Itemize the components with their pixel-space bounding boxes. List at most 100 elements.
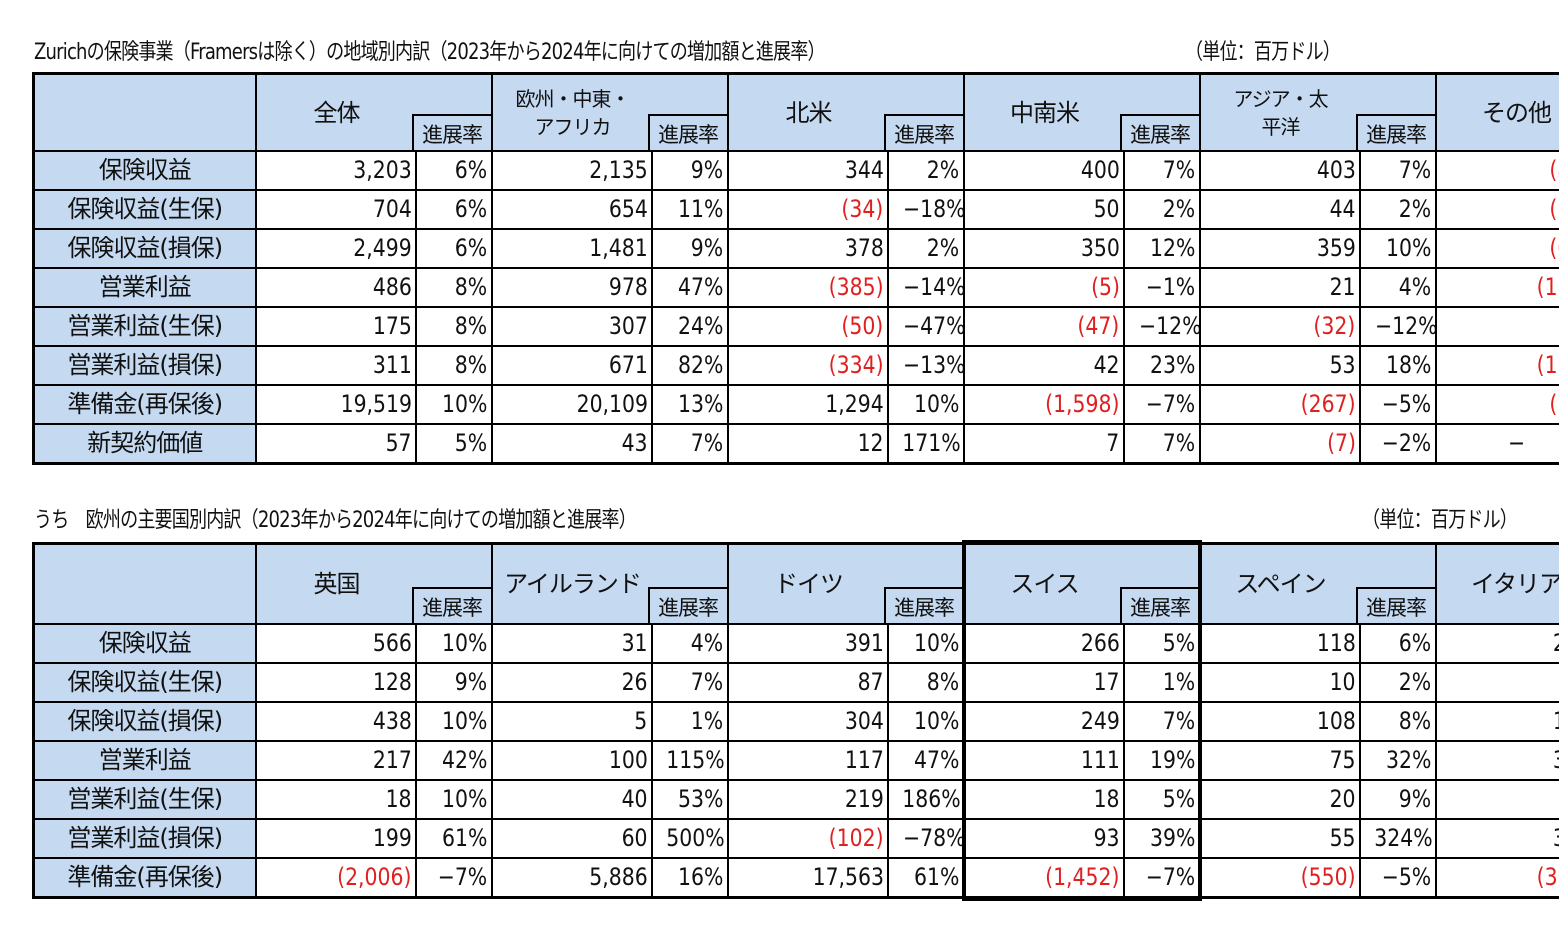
- value-cell: (330): [1434, 857, 1559, 899]
- value-cell: 1,481: [490, 228, 653, 269]
- rate-subheader: 進展率: [883, 114, 962, 150]
- value-cell: 7: [962, 423, 1125, 465]
- value-cell: 704: [254, 189, 417, 230]
- column-header-label: 中南米: [1010, 98, 1080, 127]
- value-cell: 3,203: [254, 150, 417, 191]
- value-cell: 403: [1198, 150, 1361, 191]
- rate-subheader: 進展率: [411, 587, 490, 623]
- rate-cell: 7%: [1122, 701, 1201, 742]
- rate-cell: −12%: [1122, 306, 1201, 347]
- value-cell: 438: [254, 701, 417, 742]
- rate-cell: 6%: [1358, 623, 1437, 664]
- row-label: 準備金(再保後): [32, 857, 257, 899]
- column-header: 北米進展率: [726, 72, 965, 152]
- value-cell: 31: [490, 623, 653, 664]
- rate-subheader: 進展率: [1119, 587, 1198, 623]
- value-cell: 304: [726, 701, 889, 742]
- table1-title: Zurichの保険事業（Framersは除く）の地域別内訳（2023年から202…: [34, 40, 826, 65]
- value-cell: 111: [962, 740, 1125, 781]
- rate-cell: −78%: [886, 818, 965, 859]
- value-cell: 87: [726, 662, 889, 703]
- rate-subheader: 進展率: [647, 587, 726, 623]
- row-label: 新契約価値: [32, 423, 257, 465]
- rate-cell: 47%: [886, 740, 965, 781]
- value-cell: 266: [962, 623, 1125, 664]
- value-cell: 57: [254, 423, 417, 465]
- value-cell: 20,109: [490, 384, 653, 425]
- rate-cell: 10%: [414, 384, 493, 425]
- rate-cell: 61%: [886, 857, 965, 899]
- column-header: その他進展率: [1434, 72, 1559, 152]
- rate-cell: 10%: [886, 623, 965, 664]
- rate-cell: 7%: [1122, 423, 1201, 465]
- rate-cell: −7%: [1122, 384, 1201, 425]
- header-corner: [32, 72, 257, 152]
- value-cell: (122): [1434, 267, 1559, 308]
- value-cell: 486: [254, 267, 417, 308]
- value-cell: 654: [490, 189, 653, 230]
- rate-cell: 9%: [650, 150, 729, 191]
- value-cell: 26: [490, 662, 653, 703]
- rate-cell: −18%: [886, 189, 965, 230]
- row-label: 営業利益(損保): [32, 818, 257, 859]
- rate-cell: 10%: [886, 384, 965, 425]
- value-cell: (18): [1434, 384, 1559, 425]
- rate-cell: −7%: [1122, 857, 1201, 899]
- rate-cell: 171%: [886, 423, 965, 465]
- column-header-label: 北米: [785, 98, 833, 127]
- rate-cell: 10%: [1358, 228, 1437, 269]
- rate-cell: 1%: [1122, 662, 1201, 703]
- rate-cell: 7%: [650, 662, 729, 703]
- value-cell: 19,519: [254, 384, 417, 425]
- value-cell: 93: [962, 818, 1125, 859]
- header-row: 英国進展率アイルランド進展率ドイツ進展率スイス進展率スペイン進展率イタリア進展率…: [32, 542, 1559, 625]
- column-header: アイルランド 進展率: [490, 542, 729, 625]
- value-cell: 108: [1198, 701, 1361, 742]
- rate-cell: 53%: [650, 779, 729, 820]
- value-cell: (80): [1434, 150, 1559, 191]
- rate-cell: 18%: [1358, 345, 1437, 386]
- value-cell: 359: [1198, 228, 1361, 269]
- value-cell: 2,499: [254, 228, 417, 269]
- rate-cell: 11%: [650, 189, 729, 230]
- value-cell: (267): [1198, 384, 1361, 425]
- value-cell: 344: [726, 150, 889, 191]
- value-cell: (385): [726, 267, 889, 308]
- rate-cell: 10%: [414, 701, 493, 742]
- rate-cell: −1%: [1122, 267, 1201, 308]
- column-header: 中南米 進展率: [962, 72, 1201, 152]
- value-cell: (102): [726, 818, 889, 859]
- value-cell: (69): [1434, 228, 1559, 269]
- rate-cell: 61%: [414, 818, 493, 859]
- value-cell: 391: [726, 623, 889, 664]
- value-cell: 378: [726, 228, 889, 269]
- rate-subheader: 進展率: [647, 114, 726, 150]
- value-cell: 249: [962, 701, 1125, 742]
- value-cell: 566: [254, 623, 417, 664]
- value-cell: 206: [1434, 623, 1559, 664]
- value-cell: 346: [1434, 818, 1559, 859]
- value-cell: (32): [1198, 306, 1361, 347]
- rate-cell: −12%: [1358, 306, 1437, 347]
- value-cell: 671: [490, 345, 653, 386]
- rate-cell: 10%: [414, 623, 493, 664]
- value-cell: (1,598): [962, 384, 1125, 425]
- value-cell: 50: [962, 189, 1125, 230]
- value-cell: 20: [1198, 779, 1361, 820]
- rate-cell: 7%: [1122, 150, 1201, 191]
- rate-cell: 10%: [414, 779, 493, 820]
- column-header-label: アジア・太 平洋: [1233, 86, 1328, 139]
- column-header: ドイツ 進展率: [726, 542, 965, 625]
- rate-cell: −13%: [886, 345, 965, 386]
- value-cell: 43: [490, 423, 653, 465]
- rate-cell: 42%: [414, 740, 493, 781]
- row-label: 営業利益(生保): [32, 306, 257, 347]
- table-row: 保険収益(損保) 2,499 6% 1,481 9% 378 2% 350 12% 359 10%(…: [32, 228, 1559, 269]
- rate-cell: 7%: [1358, 150, 1437, 191]
- table-row: 保険収益56610%314%39110%2665%1186%20611%5571…: [32, 623, 1559, 664]
- rate-cell: −5%: [1358, 384, 1437, 425]
- value-cell: 100: [490, 740, 653, 781]
- rate-cell: 13%: [650, 384, 729, 425]
- row-label: 保険収益: [32, 150, 257, 191]
- column-header: アジア・太 平洋 進展率: [1198, 72, 1437, 152]
